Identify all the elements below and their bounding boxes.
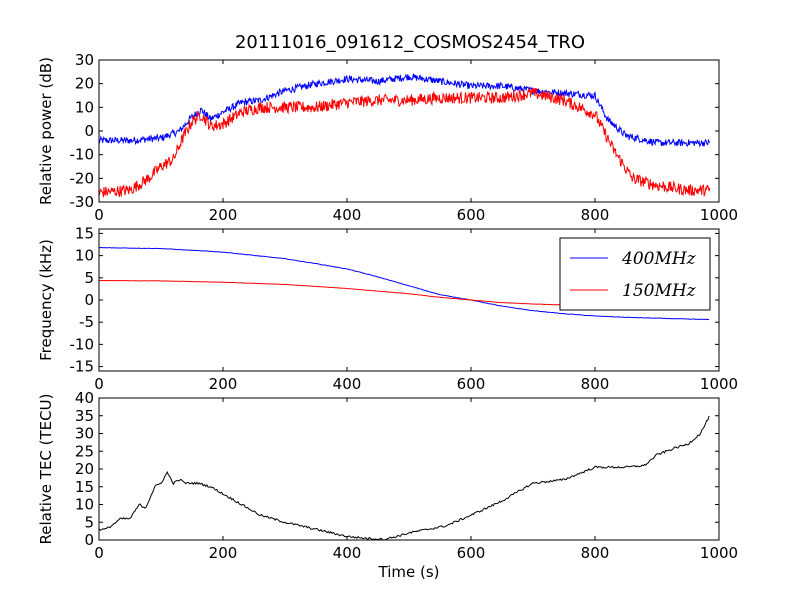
legend-label: 150MHz: [622, 281, 697, 301]
y-tick-label: 20: [75, 75, 94, 93]
y-tick-label: 25: [75, 442, 94, 460]
x-axis-label: Time (s): [378, 563, 440, 581]
x-tick-label: 400: [333, 544, 362, 562]
x-tick-label: 0: [94, 206, 104, 224]
series-line-2-1: [99, 247, 710, 321]
series-line-1-1: [99, 73, 711, 148]
y-tick-label: 35: [75, 407, 94, 425]
y-tick-label: 30: [75, 51, 94, 69]
y-tick-label: 5: [84, 269, 94, 287]
y-tick-label: -15: [70, 358, 95, 376]
x-tick-label: 1000: [700, 206, 738, 224]
y-tick-label: 20: [75, 460, 94, 478]
y-tick-label: 15: [75, 478, 94, 496]
panel-1: 0 200 400 600 800 1000 -30 -20 -10 0 10 20 30 Relativ…: [37, 51, 738, 224]
x-tick-label: 400: [333, 206, 362, 224]
y-tick-label: 30: [75, 425, 94, 443]
y-tick-label: 0: [84, 122, 94, 140]
y-tick-label: 15: [75, 224, 94, 242]
series-line-1-2: [99, 87, 711, 198]
legend: 400MHz 150MHz: [559, 237, 711, 311]
y-tick-label: -5: [79, 313, 94, 331]
y-tick-label: -10: [70, 146, 95, 164]
panel-2: 0 200 400 600 800 1000 -15 -10 -5 0 5 10 15 Frequency…: [37, 224, 738, 393]
legend-box: [559, 237, 711, 311]
x-tick-label: 800: [581, 544, 610, 562]
figure-title: 20111016_091612_COSMOS2454_TRO: [235, 32, 585, 53]
x-tick-label: 0: [94, 375, 104, 393]
x-tick-label: 600: [457, 544, 486, 562]
x-tick-label: 800: [581, 375, 610, 393]
x-tick-label: 0: [94, 544, 104, 562]
y-tick-label: 0: [84, 291, 94, 309]
x-tick-label: 200: [209, 206, 238, 224]
x-tick-label: 400: [333, 375, 362, 393]
y-tick-label: -20: [70, 169, 95, 187]
y-tick-label: -30: [70, 193, 95, 211]
axes-frame: [98, 397, 720, 541]
y-tick-label: 10: [75, 496, 94, 514]
x-tick-label: 200: [209, 375, 238, 393]
y-axis-label: Relative TEC (TECU): [37, 394, 55, 545]
y-tick-label: -10: [70, 335, 95, 353]
x-tick-label: 600: [457, 206, 486, 224]
x-tick-label: 800: [581, 206, 610, 224]
y-axis-label: Frequency (kHz): [37, 239, 55, 361]
x-tick-label: 200: [209, 544, 238, 562]
y-tick-label: 10: [75, 98, 94, 116]
x-tick-label: 600: [457, 375, 486, 393]
x-tick-label: 1000: [700, 544, 738, 562]
series-line-3-1: [99, 415, 710, 540]
y-tick-label: 5: [84, 513, 94, 531]
y-axis-label: Relative power (dB): [37, 57, 55, 205]
y-tick-label: 10: [75, 247, 94, 265]
axes-frame: [98, 59, 720, 203]
panels: 0 200 400 600 800 1000-30-20-100102030Relativ…: [37, 51, 738, 581]
y-tick-label: 0: [84, 531, 94, 549]
x-tick-label: 1000: [700, 375, 738, 393]
legend-label: 400MHz: [621, 249, 697, 269]
y-tick-label: 40: [75, 389, 94, 407]
